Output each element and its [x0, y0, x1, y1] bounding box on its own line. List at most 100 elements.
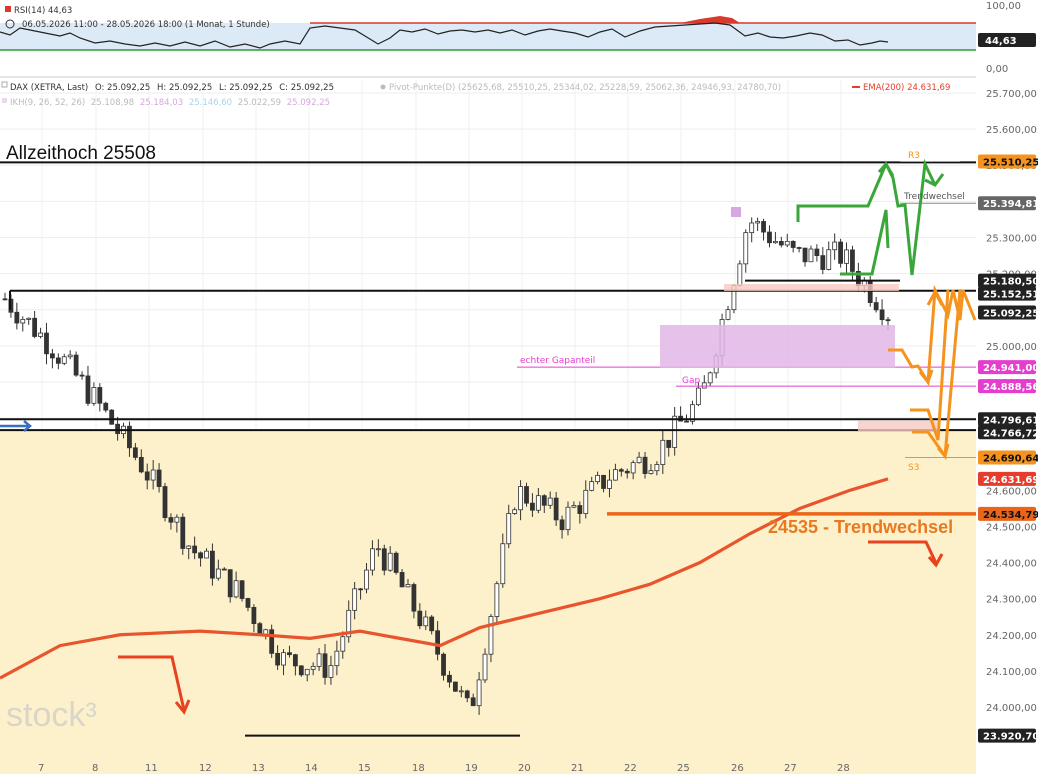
candle-body	[435, 630, 441, 655]
price-tag	[978, 360, 1036, 375]
candle-body	[227, 569, 233, 598]
candle-body	[115, 423, 120, 435]
candle-body	[269, 629, 275, 654]
ikh-icon	[2, 98, 7, 103]
red-trend-arrow-left	[118, 655, 186, 711]
candle-body	[684, 420, 689, 423]
price-tag-label: 24.631,69	[983, 475, 1038, 486]
rsi-value-tag-text: 44,63	[985, 36, 1017, 47]
green-arrow-2	[924, 173, 945, 187]
price-tag	[978, 273, 1036, 288]
time-tick-label: 25	[677, 763, 690, 774]
candle-body	[547, 497, 553, 506]
rsi-marker	[5, 6, 11, 12]
candle-body	[541, 495, 547, 506]
candle-body	[470, 697, 476, 707]
candle-body	[221, 568, 227, 571]
red-arrowhead-right	[927, 553, 944, 568]
rsi-panel: 100,00 0,00 44,63 RSI(14) 44,63 06.05.20…	[0, 1, 1036, 78]
price-tag	[978, 412, 1036, 427]
candle-body	[210, 550, 215, 579]
candle-body	[375, 548, 381, 551]
price-tick-label: 25.300,00	[986, 233, 1037, 244]
time-tick-label: 19	[465, 763, 478, 774]
candle-body	[583, 489, 589, 514]
candle-body	[500, 543, 506, 585]
candle-body	[595, 474, 601, 483]
candle-body	[589, 481, 595, 491]
time-tick-label: 11	[145, 763, 158, 774]
candle-body	[198, 552, 203, 559]
ohlc-open: O: 25.092,25	[95, 83, 150, 93]
orange-arrow-1	[918, 369, 934, 386]
candle-body	[393, 552, 399, 573]
candle-body	[346, 609, 352, 638]
candle-body	[127, 425, 132, 449]
price-tick-label: 24.400,00	[986, 559, 1037, 570]
ema-legend: EMA(200) 24.631,69	[863, 83, 950, 93]
price-tick-label: 25.700,00	[986, 89, 1037, 100]
candle-body	[873, 302, 879, 311]
price-tag	[978, 286, 1036, 301]
candle-body	[85, 375, 91, 404]
gap-box	[660, 325, 895, 368]
candle-body	[737, 263, 743, 286]
candle-body	[109, 409, 115, 425]
candle-body	[245, 598, 251, 608]
resistance-box	[724, 284, 899, 291]
price-tag-label: 25.510,25	[983, 158, 1038, 169]
red-arrowhead-left	[174, 699, 191, 715]
gap-label: Gap	[682, 376, 700, 386]
candle-body	[844, 249, 849, 264]
rsi-axis-100: 100,00	[986, 1, 1021, 12]
ikh-cloud-marker	[731, 207, 741, 217]
candle-body	[316, 653, 322, 667]
candle-body	[192, 545, 198, 554]
candle-body	[370, 548, 375, 571]
candle-body	[251, 607, 257, 625]
price-tag	[978, 471, 1036, 486]
rsi-overbought-fill	[680, 16, 740, 23]
time-tick-label: 14	[305, 763, 318, 774]
candle-body	[796, 247, 802, 249]
candle-body	[767, 231, 772, 244]
price-tick-label: 24.100,00	[986, 667, 1037, 678]
red-trend-arrow-right	[868, 540, 938, 564]
price-tick-label: 24.300,00	[986, 595, 1037, 606]
bearish-scenario-path-2	[910, 289, 950, 441]
support-box	[858, 421, 938, 431]
price-tag-label: 23.920,70	[983, 732, 1038, 743]
ikh-value-2: 25.184,03	[140, 98, 183, 108]
ema-label: EMA(200)	[863, 83, 904, 93]
green-arrow-1	[877, 161, 895, 177]
candle-body	[530, 502, 535, 511]
time-tick-label: 21	[571, 763, 584, 774]
candle-body	[879, 309, 885, 321]
candle-body	[73, 354, 79, 376]
trend-change-label: 24535 - Trendwechsel	[768, 517, 953, 537]
instrument-name: DAX (XETRA, Last)	[10, 83, 88, 93]
time-axis: 7 8 11 12 13 14 15 18 19 20 21 22 25 26 27 28	[38, 763, 850, 774]
price-tick-label: 24.600,00	[986, 486, 1037, 497]
candle-body	[749, 222, 755, 234]
candle-body	[310, 665, 316, 670]
main-header: DAX (XETRA, Last) O: 25.092,25 H: 25.092…	[1, 81, 950, 108]
candle-body	[38, 332, 43, 337]
candle-body	[666, 439, 672, 448]
candle-body	[340, 636, 346, 652]
price-tag-label: 24.534,79	[983, 510, 1038, 521]
time-tick-label: 12	[199, 763, 212, 774]
candle-body	[624, 470, 630, 474]
price-tick-label: 24.500,00	[986, 522, 1037, 533]
close-icon[interactable]	[1, 81, 8, 88]
candle-body	[755, 221, 761, 224]
time-tick-label: 7	[38, 763, 44, 774]
ikh-info: IKH(9, 26, 52, 26) 25.108,98 25.184,03 2…	[10, 98, 330, 108]
candle-body	[701, 382, 707, 389]
candle-body	[423, 616, 429, 627]
candle-body	[328, 665, 334, 678]
candle-body	[322, 653, 328, 678]
ikh-value-1: 25.108,98	[91, 98, 134, 108]
candle-body	[61, 356, 67, 364]
